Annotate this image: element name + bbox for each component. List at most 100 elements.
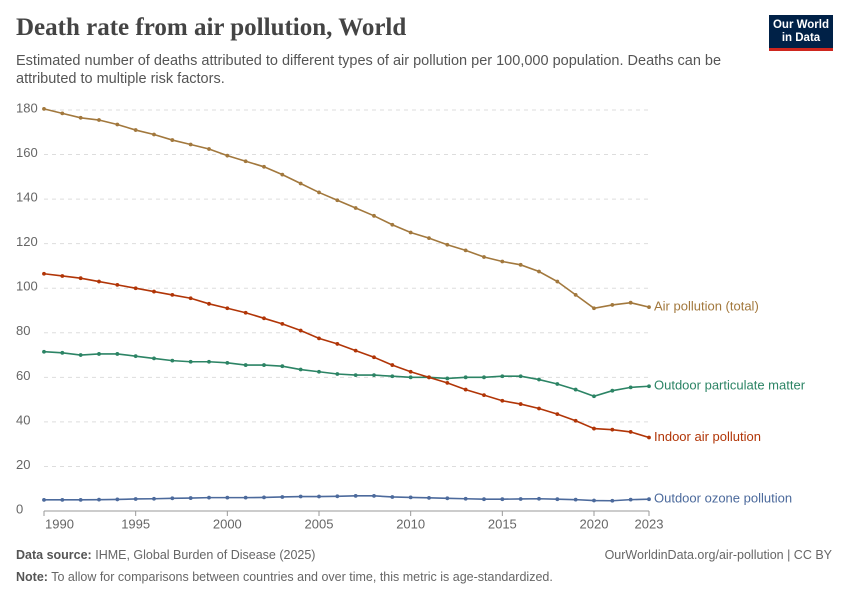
data-point xyxy=(78,115,83,120)
data-point xyxy=(42,349,46,354)
data-point xyxy=(427,236,431,240)
y-tick-label: 100 xyxy=(16,279,38,294)
data-point xyxy=(243,310,248,315)
x-tick-label: 2005 xyxy=(305,516,334,531)
data-point xyxy=(225,153,230,158)
data-point xyxy=(207,495,211,500)
data-point xyxy=(555,497,560,502)
data-point xyxy=(317,336,321,341)
data-point xyxy=(463,496,468,501)
data-point xyxy=(170,496,175,501)
series-label: Outdoor particulate matter xyxy=(654,378,806,393)
data-point xyxy=(647,384,651,389)
data-point xyxy=(390,495,395,499)
data-point xyxy=(592,498,596,503)
data-point xyxy=(225,360,230,365)
note: Note: To allow for comparisons between c… xyxy=(16,570,553,584)
data-point xyxy=(573,293,578,297)
source-text: IHME, Global Burden of Disease (2025) xyxy=(95,548,316,562)
data-point xyxy=(317,494,321,499)
url[interactable]: OurWorldinData.org/air-pollution | CC BY xyxy=(604,548,832,562)
data-point xyxy=(188,496,193,500)
data-point xyxy=(482,375,486,380)
data-point xyxy=(628,385,633,390)
data-point xyxy=(610,427,615,432)
x-tick-label: 2020 xyxy=(580,516,609,531)
data-point xyxy=(555,279,560,284)
data-point xyxy=(500,374,505,379)
data-point xyxy=(518,262,523,267)
data-point xyxy=(188,142,193,147)
data-point xyxy=(592,394,596,399)
data-point xyxy=(225,495,230,500)
logo[interactable]: Our World in Data xyxy=(769,15,833,51)
subtitle: Estimated number of deaths attributed to… xyxy=(16,53,722,87)
x-tick-label: 1990 xyxy=(45,516,74,531)
data-point xyxy=(60,350,65,355)
y-tick-label: 140 xyxy=(16,190,38,205)
y-tick-label: 80 xyxy=(16,323,30,338)
data-point xyxy=(628,430,633,434)
data-point xyxy=(97,279,101,284)
data-point xyxy=(42,106,46,111)
data-point xyxy=(207,359,211,364)
data-point xyxy=(390,363,395,367)
data-point xyxy=(280,172,285,177)
data-point xyxy=(335,342,340,346)
data-point xyxy=(133,128,138,132)
data-point xyxy=(243,159,248,164)
data-point xyxy=(573,418,578,423)
data-point xyxy=(152,132,156,137)
data-point xyxy=(207,147,211,151)
data-point xyxy=(262,316,266,321)
series-line xyxy=(44,495,650,502)
data-point xyxy=(463,387,468,392)
data-point xyxy=(262,164,266,169)
data-point xyxy=(78,276,83,281)
y-tick-label: 60 xyxy=(16,368,30,383)
data-point xyxy=(427,375,431,380)
data-point xyxy=(42,271,46,276)
data-point xyxy=(115,122,120,127)
x-tick-label: 2000 xyxy=(213,516,242,531)
data-point xyxy=(280,495,285,499)
data-point xyxy=(500,398,505,403)
series-line xyxy=(43,108,650,310)
data-point xyxy=(115,497,120,502)
data-point xyxy=(353,373,358,378)
data-point xyxy=(463,375,468,380)
data-point xyxy=(60,497,65,502)
y-tick-label: 0 xyxy=(16,501,23,516)
data-point xyxy=(335,198,340,203)
data-point xyxy=(298,328,303,333)
data-point xyxy=(427,495,431,500)
data-point xyxy=(408,375,413,380)
y-tick-label: 160 xyxy=(16,145,38,160)
data-point xyxy=(97,352,101,356)
data-point xyxy=(298,367,303,372)
note-text: To allow for comparisons between countri… xyxy=(51,570,553,584)
data-point xyxy=(482,497,486,502)
data-point xyxy=(335,494,340,499)
x-tick-label: 2010 xyxy=(396,516,425,531)
data-point xyxy=(390,374,395,379)
note-label: Note: xyxy=(16,570,48,584)
data-point xyxy=(188,359,193,364)
data-point xyxy=(317,190,321,195)
data-point xyxy=(445,381,450,385)
data-point xyxy=(500,259,505,264)
data-point xyxy=(555,382,560,386)
y-tick-label: 180 xyxy=(16,100,38,115)
source: Data source: IHME, Global Burden of Dise… xyxy=(16,548,315,562)
data-point xyxy=(42,497,46,502)
series-line xyxy=(43,350,650,398)
data-point xyxy=(97,118,101,122)
y-tick-label: 20 xyxy=(16,457,30,472)
title: Death rate from air pollution, World xyxy=(16,14,407,41)
data-point xyxy=(537,377,541,382)
data-point xyxy=(133,497,138,501)
data-point xyxy=(170,293,175,297)
x-tick-label: 1995 xyxy=(121,516,150,531)
